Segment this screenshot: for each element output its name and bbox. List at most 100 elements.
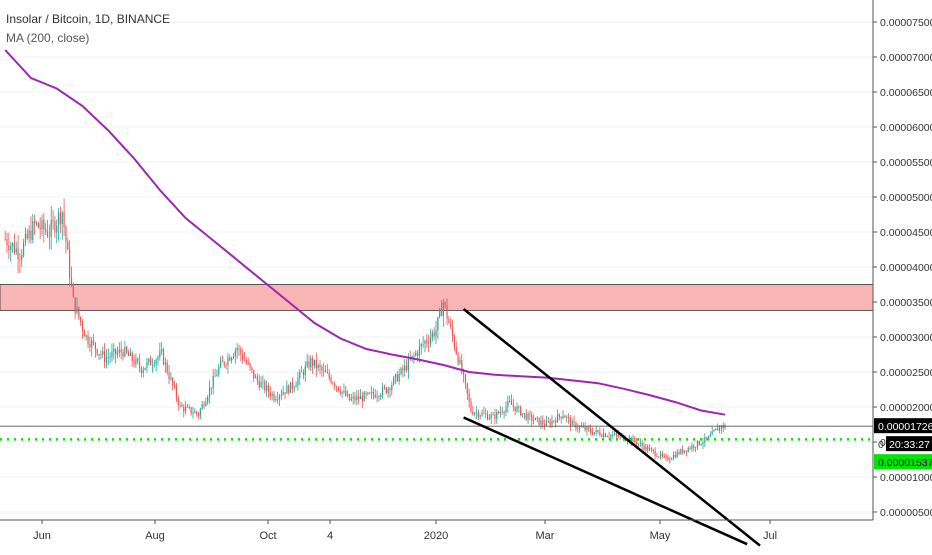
wedge-upper-trendline[interactable] bbox=[462, 308, 761, 547]
candle-body bbox=[597, 430, 599, 433]
candle-body bbox=[531, 415, 533, 421]
candle-body bbox=[4, 239, 6, 240]
candle-body bbox=[577, 428, 579, 430]
candle-body bbox=[525, 413, 527, 420]
candle-body bbox=[105, 357, 108, 363]
countdown-badge bbox=[886, 436, 932, 452]
candle-body bbox=[266, 385, 268, 391]
candle-body bbox=[293, 387, 295, 389]
candle-body bbox=[669, 459, 671, 461]
candle-body bbox=[48, 236, 50, 237]
candle-body bbox=[199, 409, 201, 416]
candle-body bbox=[334, 383, 336, 387]
candle-body bbox=[529, 413, 531, 416]
candle-body bbox=[645, 446, 647, 450]
candle-body bbox=[579, 426, 581, 429]
price-tick-label: 0.00002000 bbox=[880, 402, 932, 414]
candle-body bbox=[54, 221, 56, 233]
candle-body bbox=[652, 449, 654, 451]
candle-body bbox=[687, 448, 689, 452]
candle-body bbox=[289, 382, 292, 393]
candle-body bbox=[722, 425, 724, 429]
candle-body bbox=[682, 449, 684, 453]
candle-body bbox=[448, 318, 450, 324]
candle-body bbox=[393, 377, 395, 385]
candle-body bbox=[639, 443, 641, 444]
candle-body bbox=[45, 229, 47, 232]
candle-body bbox=[483, 412, 485, 414]
candle-body bbox=[428, 342, 430, 344]
candle-body bbox=[347, 394, 349, 396]
candle-body bbox=[262, 381, 264, 383]
candle-body bbox=[400, 368, 402, 374]
candle-body bbox=[81, 322, 84, 331]
candle-body bbox=[6, 239, 8, 246]
candle-body bbox=[720, 426, 722, 429]
candle-body bbox=[102, 351, 104, 355]
candle-body bbox=[356, 396, 358, 401]
candle-body bbox=[186, 406, 189, 408]
candle-body bbox=[588, 427, 590, 429]
candle-body bbox=[133, 360, 135, 365]
price-tick-label: 0.00004000 bbox=[880, 262, 932, 274]
symbol-title[interactable]: Insolar / Bitcoin, 1D, BINANCE bbox=[6, 12, 171, 26]
time-tick-label: 4 bbox=[327, 530, 333, 542]
candle-body bbox=[698, 440, 700, 445]
candle-body bbox=[394, 374, 397, 378]
candle-body bbox=[131, 352, 133, 361]
candle-body bbox=[606, 436, 608, 438]
candle-body bbox=[383, 387, 386, 388]
candle-body bbox=[678, 451, 680, 454]
candle-body bbox=[514, 406, 516, 412]
wedge-lower-trendline[interactable] bbox=[463, 416, 748, 546]
candle-body bbox=[389, 388, 391, 391]
candle-body bbox=[490, 415, 492, 419]
candle-body bbox=[115, 348, 117, 355]
candle-body bbox=[267, 385, 270, 393]
candle-body bbox=[619, 435, 621, 437]
candle-body bbox=[28, 230, 30, 239]
candle-body bbox=[254, 376, 257, 379]
candle-body bbox=[442, 302, 444, 316]
candle-body bbox=[488, 418, 490, 420]
candle-body bbox=[335, 386, 338, 388]
candle-body bbox=[647, 446, 649, 451]
candle-body bbox=[103, 351, 106, 363]
candle-body bbox=[324, 370, 327, 373]
candle-body bbox=[98, 353, 100, 355]
candle-body bbox=[173, 385, 176, 387]
candle-body bbox=[422, 343, 424, 345]
candle-body bbox=[527, 413, 529, 420]
candle-body bbox=[170, 377, 172, 380]
candle-body bbox=[475, 412, 478, 413]
candle-body bbox=[575, 422, 577, 429]
candle-body bbox=[426, 341, 428, 343]
indicator-label[interactable]: MA (200, close) bbox=[6, 31, 90, 45]
candle-body bbox=[380, 395, 382, 397]
candle-body bbox=[302, 372, 305, 376]
candle-body bbox=[24, 233, 27, 243]
candle-body bbox=[34, 221, 36, 224]
candle-body bbox=[595, 430, 597, 433]
ma-200-line[interactable] bbox=[4, 49, 726, 416]
resistance-zone[interactable] bbox=[0, 284, 874, 311]
candle-body bbox=[80, 317, 82, 323]
candle-body bbox=[61, 212, 63, 224]
candle-body bbox=[521, 413, 524, 416]
candle-body bbox=[308, 361, 310, 368]
candle-body bbox=[459, 359, 461, 364]
candle-body bbox=[92, 340, 95, 343]
candle-body bbox=[604, 433, 606, 437]
candle-body bbox=[352, 396, 354, 399]
candle-body bbox=[221, 361, 224, 363]
candle-body bbox=[658, 456, 660, 458]
support-price-label: 0.00001537 bbox=[878, 457, 932, 469]
candle-body bbox=[319, 365, 321, 368]
time-tick-label: Oct bbox=[259, 530, 276, 542]
candle-body bbox=[567, 416, 570, 418]
time-tick-label: Jul bbox=[763, 530, 777, 542]
candle-body bbox=[260, 382, 262, 388]
candle-body bbox=[76, 307, 78, 314]
